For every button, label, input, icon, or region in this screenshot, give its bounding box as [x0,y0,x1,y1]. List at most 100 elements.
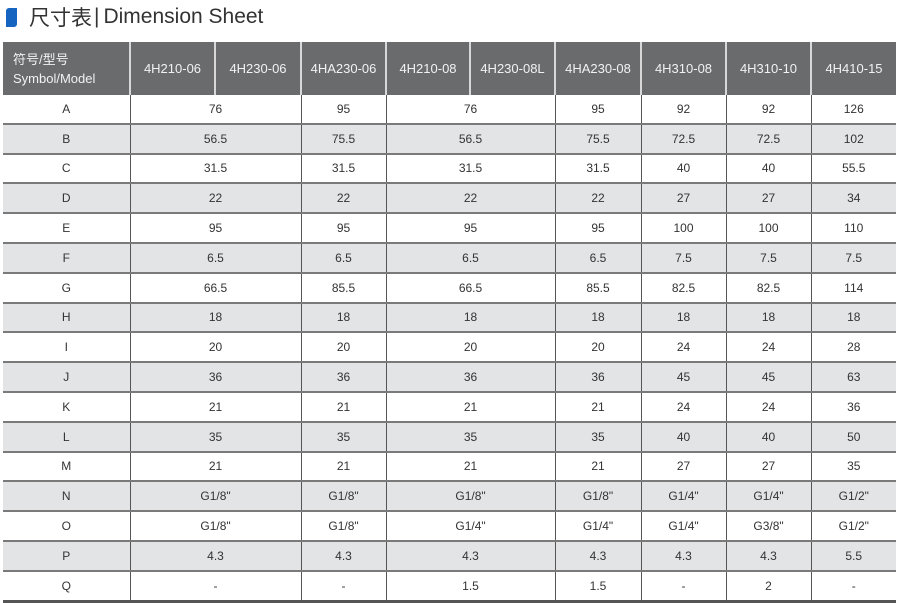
value-cell: 40 [725,420,811,453]
title-en: Dimension Sheet [103,5,264,28]
value-cell: 40 [640,153,726,184]
value-cell: 21 [129,451,301,482]
value-cell: 95 [385,213,555,243]
value-cell: 1.5 [554,570,641,603]
value-cell: 4.3 [300,539,386,572]
table-row: Q - -1.5 1.5-2- [3,570,896,603]
symbol-cn: 符号/型号 [13,51,69,67]
value-cell: G1/4" [725,480,811,513]
value-cell: - [810,570,896,603]
value-cell: 31.5 [300,153,386,184]
value-cell: 7.5 [810,241,896,274]
value-cell: 35 [385,420,555,453]
value-cell: 72.5 [640,122,726,155]
value-cell: 20 [129,332,301,363]
symbol-cell: O [61,519,71,534]
table-row: G 66.5 85.5 66.5 85.5 82.5 82.5 114 [3,272,896,303]
table-row: E 95 95 95 95 100 100 110 [3,213,896,243]
symbol-cell: D [3,182,130,215]
value-cell: 24 [640,332,726,363]
symbol-cell: N [3,480,130,513]
value-cell: 7.5 [725,241,811,274]
value-cell: 4.3 [385,539,555,572]
value-cell: 27 [640,451,726,482]
value-cell: 36 [810,391,896,422]
value-cell: - [300,570,386,603]
value-cell: 21 [554,391,641,422]
model-header: 4HA230-06 [300,42,386,95]
value-cell: 20 [554,332,641,363]
value-cell: 6.5 [300,241,386,274]
table-row: I 20 20 20 20 24 24 28 [3,332,896,363]
value-cell: 1.5 [385,570,555,603]
value-cell: 27 [640,182,726,215]
symbol-cell: H [3,301,130,334]
value-cell: 40 [725,153,811,184]
value-cell: G1/4" [385,511,555,541]
value-cell: 72.5 [725,122,811,155]
value-cell: 31.5 [554,153,641,184]
value-cell: 22 [554,182,641,215]
value-cell: 18 [640,301,726,334]
value-cell: - [129,570,301,603]
value-cell: G1/8" [129,511,301,541]
value-cell: - [640,570,726,603]
symbol-cell: C [61,161,71,176]
page-title: 尺寸表 | Dimension Sheet [6,4,263,30]
value-cell: 92 [640,95,726,124]
symbol-cell: K [62,399,71,414]
title-cn: 尺寸表 [29,7,92,30]
value-cell: 82.5 [640,272,726,303]
symbol-cell: B [3,122,130,155]
value-cell: G1/2" [810,480,896,513]
value-cell: 18 [129,301,301,334]
value-cell: 85.5 [300,272,386,303]
value-cell: 4.3 [725,539,811,572]
value-cell: 92 [725,95,811,124]
table-row: J 36 36 36 36 45 45 63 [3,361,896,393]
table-row: D 22 22 22 22 27 27 34 [3,182,896,215]
value-cell: 21 [300,391,386,422]
value-cell: 18 [725,301,811,334]
value-cell: G1/2" [810,511,896,541]
value-cell: 36 [385,361,555,393]
value-cell: 114 [810,272,896,303]
value-cell: 20 [300,332,386,363]
table-row: H 18 18 18 18 18 18 18 [3,301,896,334]
value-cell: 22 [129,182,301,215]
symbol-cell: E [62,221,71,236]
table-row: M 21 21 21 21 27 27 35 [3,451,896,482]
dimension-table: 符号/型号 Symbol/Model 4H210-06 4H230-06 4HA2… [3,42,896,603]
value-cell: 31.5 [129,153,301,184]
value-cell: 66.5 [385,272,555,303]
table-row: A 76 95 76 95 92 92 126 [3,95,896,124]
header-row: 符号/型号 Symbol/Model 4H210-06 4H230-06 4HA2… [3,42,896,95]
title-bullet-icon [6,7,17,27]
value-cell: 22 [385,182,555,215]
value-cell: 27 [725,182,811,215]
value-cell: 45 [725,361,811,393]
value-cell: 18 [300,301,386,334]
table-row: C 31.5 31.5 31.5 31.5 40 40 55.5 [3,153,896,184]
value-cell: G1/4" [640,511,726,541]
value-cell: 21 [385,391,555,422]
model-header: 4H230-08L [469,42,555,95]
value-cell: 76 [385,95,555,124]
value-cell: G1/8" [554,480,641,513]
model-header: 4H210-08 [385,42,470,95]
value-cell: 45 [640,361,726,393]
value-cell: G1/4" [554,511,641,541]
value-cell: 36 [129,361,301,393]
value-cell: G3/8" [725,511,811,541]
symbol-cell: I [64,340,68,355]
model-header: 4H310-08 [640,42,726,95]
value-cell: 6.5 [554,241,641,274]
table-row: P 4.3 4.3 4.3 4.3 4.3 4.3 5.5 [3,539,896,572]
value-cell: 95 [554,95,641,124]
value-cell: 76 [129,95,301,124]
value-cell: 6.5 [385,241,555,274]
symbol-cell: F [3,241,130,274]
value-cell: 28 [810,332,896,363]
value-cell: 4.3 [640,539,726,572]
value-cell: 4.3 [129,539,301,572]
